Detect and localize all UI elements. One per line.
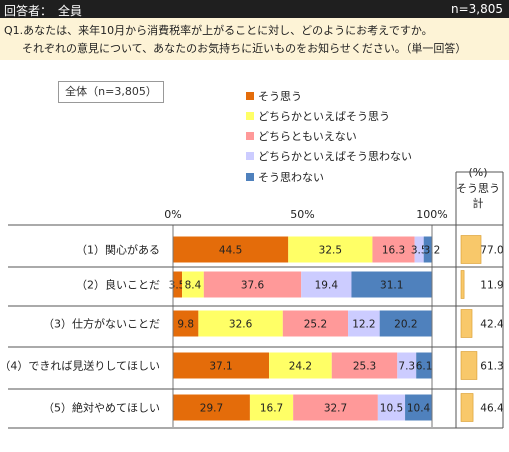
bar-value-label-r3-s4: 12.2 xyxy=(352,319,375,331)
sum-value-label-5: 46.4 xyxy=(480,403,504,415)
sum-value-label-4: 61.3 xyxy=(480,361,503,373)
legend-label-3: どちらともいえない xyxy=(258,130,357,143)
bar-value-label-r3-s1: 9.8 xyxy=(177,319,194,331)
bar-segment-r2-s2 xyxy=(182,271,204,298)
bar-segment-r3-s2 xyxy=(198,310,283,337)
question-box: Q1.あなたは、来年10月から消費税率が上がることに対し、どのようにお考えですか… xyxy=(0,18,509,60)
bar-segment-r5-s5 xyxy=(405,394,432,421)
x-tick-label-1: 0% xyxy=(164,208,181,221)
sum-bar-3 xyxy=(460,309,473,338)
bar-segment-r1-s3 xyxy=(372,236,415,263)
sum-header-line-1: そう思う xyxy=(456,182,500,195)
bar-segment-r3-s5 xyxy=(379,310,432,337)
bar-value-label-r5-s3: 32.7 xyxy=(324,403,347,415)
bar-value-label-r2-s3: 37.6 xyxy=(241,280,265,292)
x-tick-label-2: 50% xyxy=(290,208,314,221)
legend-swatch-2 xyxy=(246,112,254,120)
sample-size-label: n=3,805 xyxy=(450,2,503,16)
bar-value-label-r5-s5: 10.4 xyxy=(407,403,431,415)
bar-value-label-r3-s5: 20.2 xyxy=(394,319,417,331)
sum-bar-4 xyxy=(460,351,478,380)
bar-segment-r4-s3 xyxy=(331,352,398,379)
sum-bar-1 xyxy=(460,235,482,264)
legend-label-2: どちらかといえばそう思う xyxy=(258,110,390,123)
bar-segment-r5-s2 xyxy=(249,394,294,421)
bar-segment-r5-s4 xyxy=(377,394,406,421)
bar-value-label-r2-s5: 31.1 xyxy=(380,280,403,292)
legend-label-1: そう思う xyxy=(258,90,302,103)
question-line-2: それぞれの意見について、あなたのお気持ちに近いものをお知らせください。（単一回答… xyxy=(22,42,467,55)
sum-value-label-1: 77.0 xyxy=(480,245,503,257)
bar-value-label-r4-s5: 6.1 xyxy=(416,361,433,373)
legend-swatch-1 xyxy=(246,92,254,100)
legend-swatch-3 xyxy=(246,132,254,140)
bar-segment-r1-s2 xyxy=(288,236,373,263)
category-label-5: （5）絶対やめてほしい xyxy=(43,401,160,415)
bar-segment-r2-s5 xyxy=(351,271,432,298)
bar-value-label-r5-s1: 29.7 xyxy=(200,403,223,415)
bar-value-label-r1-s2: 32.5 xyxy=(319,245,342,257)
category-label-3: （3）仕方がないことだ xyxy=(43,317,160,331)
bar-segment-r1-s5 xyxy=(423,236,432,263)
legend-label-4: どちらかといえばそう思わない xyxy=(258,150,412,163)
sum-value-label-3: 42.4 xyxy=(480,319,504,331)
bar-value-label-r2-s4: 19.4 xyxy=(315,280,339,292)
bar-segment-r2-s3 xyxy=(203,271,302,298)
bar-value-label-r4-s1: 37.1 xyxy=(209,361,232,373)
bar-segment-r4-s5 xyxy=(416,352,432,379)
category-label-4: （4）できれば見送りしてほしい xyxy=(0,359,160,373)
bar-segment-r3-s4 xyxy=(348,310,380,337)
bar-value-label-r1-s4: 3.5 xyxy=(411,245,428,257)
bar-value-label-r2-s2: 8.4 xyxy=(185,280,202,292)
category-label-1: （1）関心がある xyxy=(76,243,160,257)
bar-segment-r3-s1 xyxy=(173,310,199,337)
respondent-label: 回答者： 全員 xyxy=(4,4,83,18)
bar-value-label-r4-s4: 7.3 xyxy=(398,361,415,373)
question-line-1: Q1.あなたは、来年10月から消費税率が上がることに対し、どのようにお考えですか… xyxy=(4,24,433,37)
bar-value-label-r3-s3: 25.2 xyxy=(304,319,327,331)
bar-segment-r1-s1 xyxy=(173,236,289,263)
legend-label-5: そう思わない xyxy=(258,171,324,184)
bar-segment-r5-s3 xyxy=(293,394,378,421)
sum-bar-5 xyxy=(460,393,474,422)
sum-header-line-2: 計 xyxy=(473,196,484,210)
legend-swatch-4 xyxy=(246,152,254,160)
category-label-2: （2）良いことだ xyxy=(76,278,160,292)
bar-value-label-r1-s1: 44.5 xyxy=(219,245,242,257)
bar-segment-r5-s1 xyxy=(173,394,250,421)
respondent-header: 回答者： 全員 n=3,805 xyxy=(0,0,509,18)
bar-segment-r2-s4 xyxy=(301,271,352,298)
bar-value-label-r4-s2: 24.2 xyxy=(289,361,312,373)
bar-segment-r4-s2 xyxy=(269,352,332,379)
bar-value-label-r1-s3: 16.3 xyxy=(382,245,405,257)
bar-segment-r3-s3 xyxy=(282,310,349,337)
total-sample-box: 全体（n=3,805） xyxy=(58,81,164,103)
bar-value-label-r5-s4: 10.5 xyxy=(380,403,403,415)
bar-value-label-r4-s3: 25.3 xyxy=(353,361,376,373)
sum-value-label-2: 11.9 xyxy=(480,280,503,292)
x-tick-label-3: 100% xyxy=(416,208,447,221)
bar-segment-r4-s4 xyxy=(397,352,417,379)
bar-segment-r1-s4 xyxy=(414,236,424,263)
sum-bar-2 xyxy=(460,270,465,299)
legend-swatch-5 xyxy=(246,173,254,181)
bar-segment-r4-s1 xyxy=(173,352,270,379)
bar-value-label-r3-s2: 32.6 xyxy=(229,319,253,331)
bar-value-label-r5-s2: 16.7 xyxy=(260,403,283,415)
bar-segment-r2-s1 xyxy=(173,271,183,298)
